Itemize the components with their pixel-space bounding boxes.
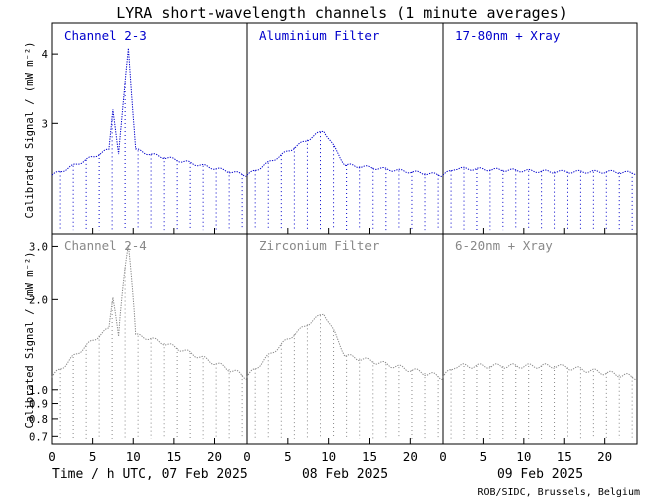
x-tick-label: 20	[403, 449, 418, 464]
y-tick-label: 1.0	[29, 385, 48, 397]
series-trace	[246, 313, 443, 380]
series-aluminium-filter	[246, 130, 443, 231]
series-17-80nm-xray	[442, 166, 637, 231]
top-row-panels	[51, 22, 638, 235]
x-tick-label: 15	[166, 449, 181, 464]
top-left-panel	[51, 22, 248, 235]
bottom-middle-panel	[246, 233, 444, 445]
y-axis-label-bottom: Calibrated Signal / (mW m⁻²)	[24, 251, 36, 428]
series-dots	[51, 48, 637, 439]
top-right-panel	[442, 22, 638, 235]
series-trace	[51, 48, 247, 177]
series-zirconium-filter	[246, 313, 443, 439]
bottom-right-panel	[442, 233, 638, 445]
series-channel-2-3	[51, 48, 247, 231]
x-ticks: 0 5 10 15 20 0 5 10 15 20 0 5 10 15 20	[48, 228, 612, 464]
y-tick-label: 0.9	[29, 399, 48, 411]
top-panel-label-3: 17-80nm + Xray	[455, 28, 561, 43]
x-tick-label: 10	[516, 449, 531, 464]
series-channel-2-4	[51, 244, 247, 439]
x-tick-label: 0	[243, 449, 251, 464]
y-tick-label: 4	[42, 49, 48, 61]
series-trace	[442, 363, 637, 380]
bottom-left-panel	[51, 233, 248, 445]
y-ticks: 4 3 3.0 2.0 1.0 0.9 0.8 0.7	[29, 49, 58, 443]
x-tick-label: 20	[597, 449, 612, 464]
y-axis-label-top: Calibrated Signal / (mW m⁻²)	[24, 41, 36, 218]
x-tick-label: 15	[362, 449, 377, 464]
x-tick-label: 20	[207, 449, 222, 464]
x-tick-label: 10	[321, 449, 336, 464]
day-label-2: 09 Feb 2025	[497, 467, 583, 482]
y-tick-label: 0.8	[29, 414, 48, 426]
top-middle-panel	[246, 22, 444, 235]
x-tick-label: 5	[284, 449, 292, 464]
series-trace	[51, 244, 247, 380]
y-tick-label: 2.0	[29, 294, 48, 306]
day-label-1: 08 Feb 2025	[302, 467, 388, 482]
series-trace	[246, 130, 443, 177]
x-tick-label: 0	[439, 449, 447, 464]
top-panel-label-2: Aluminium Filter	[259, 28, 380, 43]
bottom-panel-label-1: Channel 2-4	[64, 238, 147, 253]
series-trace	[442, 166, 637, 176]
top-panel-label-1: Channel 2-3	[64, 28, 147, 43]
credit-text: ROB/SIDC, Brussels, Belgium	[477, 487, 640, 498]
x-tick-label: 5	[89, 449, 97, 464]
y-tick-label: 0.7	[29, 431, 48, 443]
x-tick-label: 10	[126, 449, 141, 464]
series-6-20nm-xray	[442, 363, 637, 439]
y-tick-label: 3	[42, 118, 48, 130]
x-tick-label: 15	[557, 449, 572, 464]
x-tick-label: 5	[480, 449, 488, 464]
bottom-row-panels	[51, 233, 638, 445]
y-tick-label: 3.0	[29, 241, 48, 253]
bottom-panel-label-2: Zirconium Filter	[259, 238, 380, 253]
x-tick-label: 0	[48, 449, 56, 464]
chart-title: LYRA short-wavelength channels (1 minute…	[116, 4, 568, 22]
bottom-panel-label-3: 6-20nm + Xray	[455, 238, 553, 253]
x-axis-label: Time / h UTC, 07 Feb 2025	[52, 467, 248, 482]
